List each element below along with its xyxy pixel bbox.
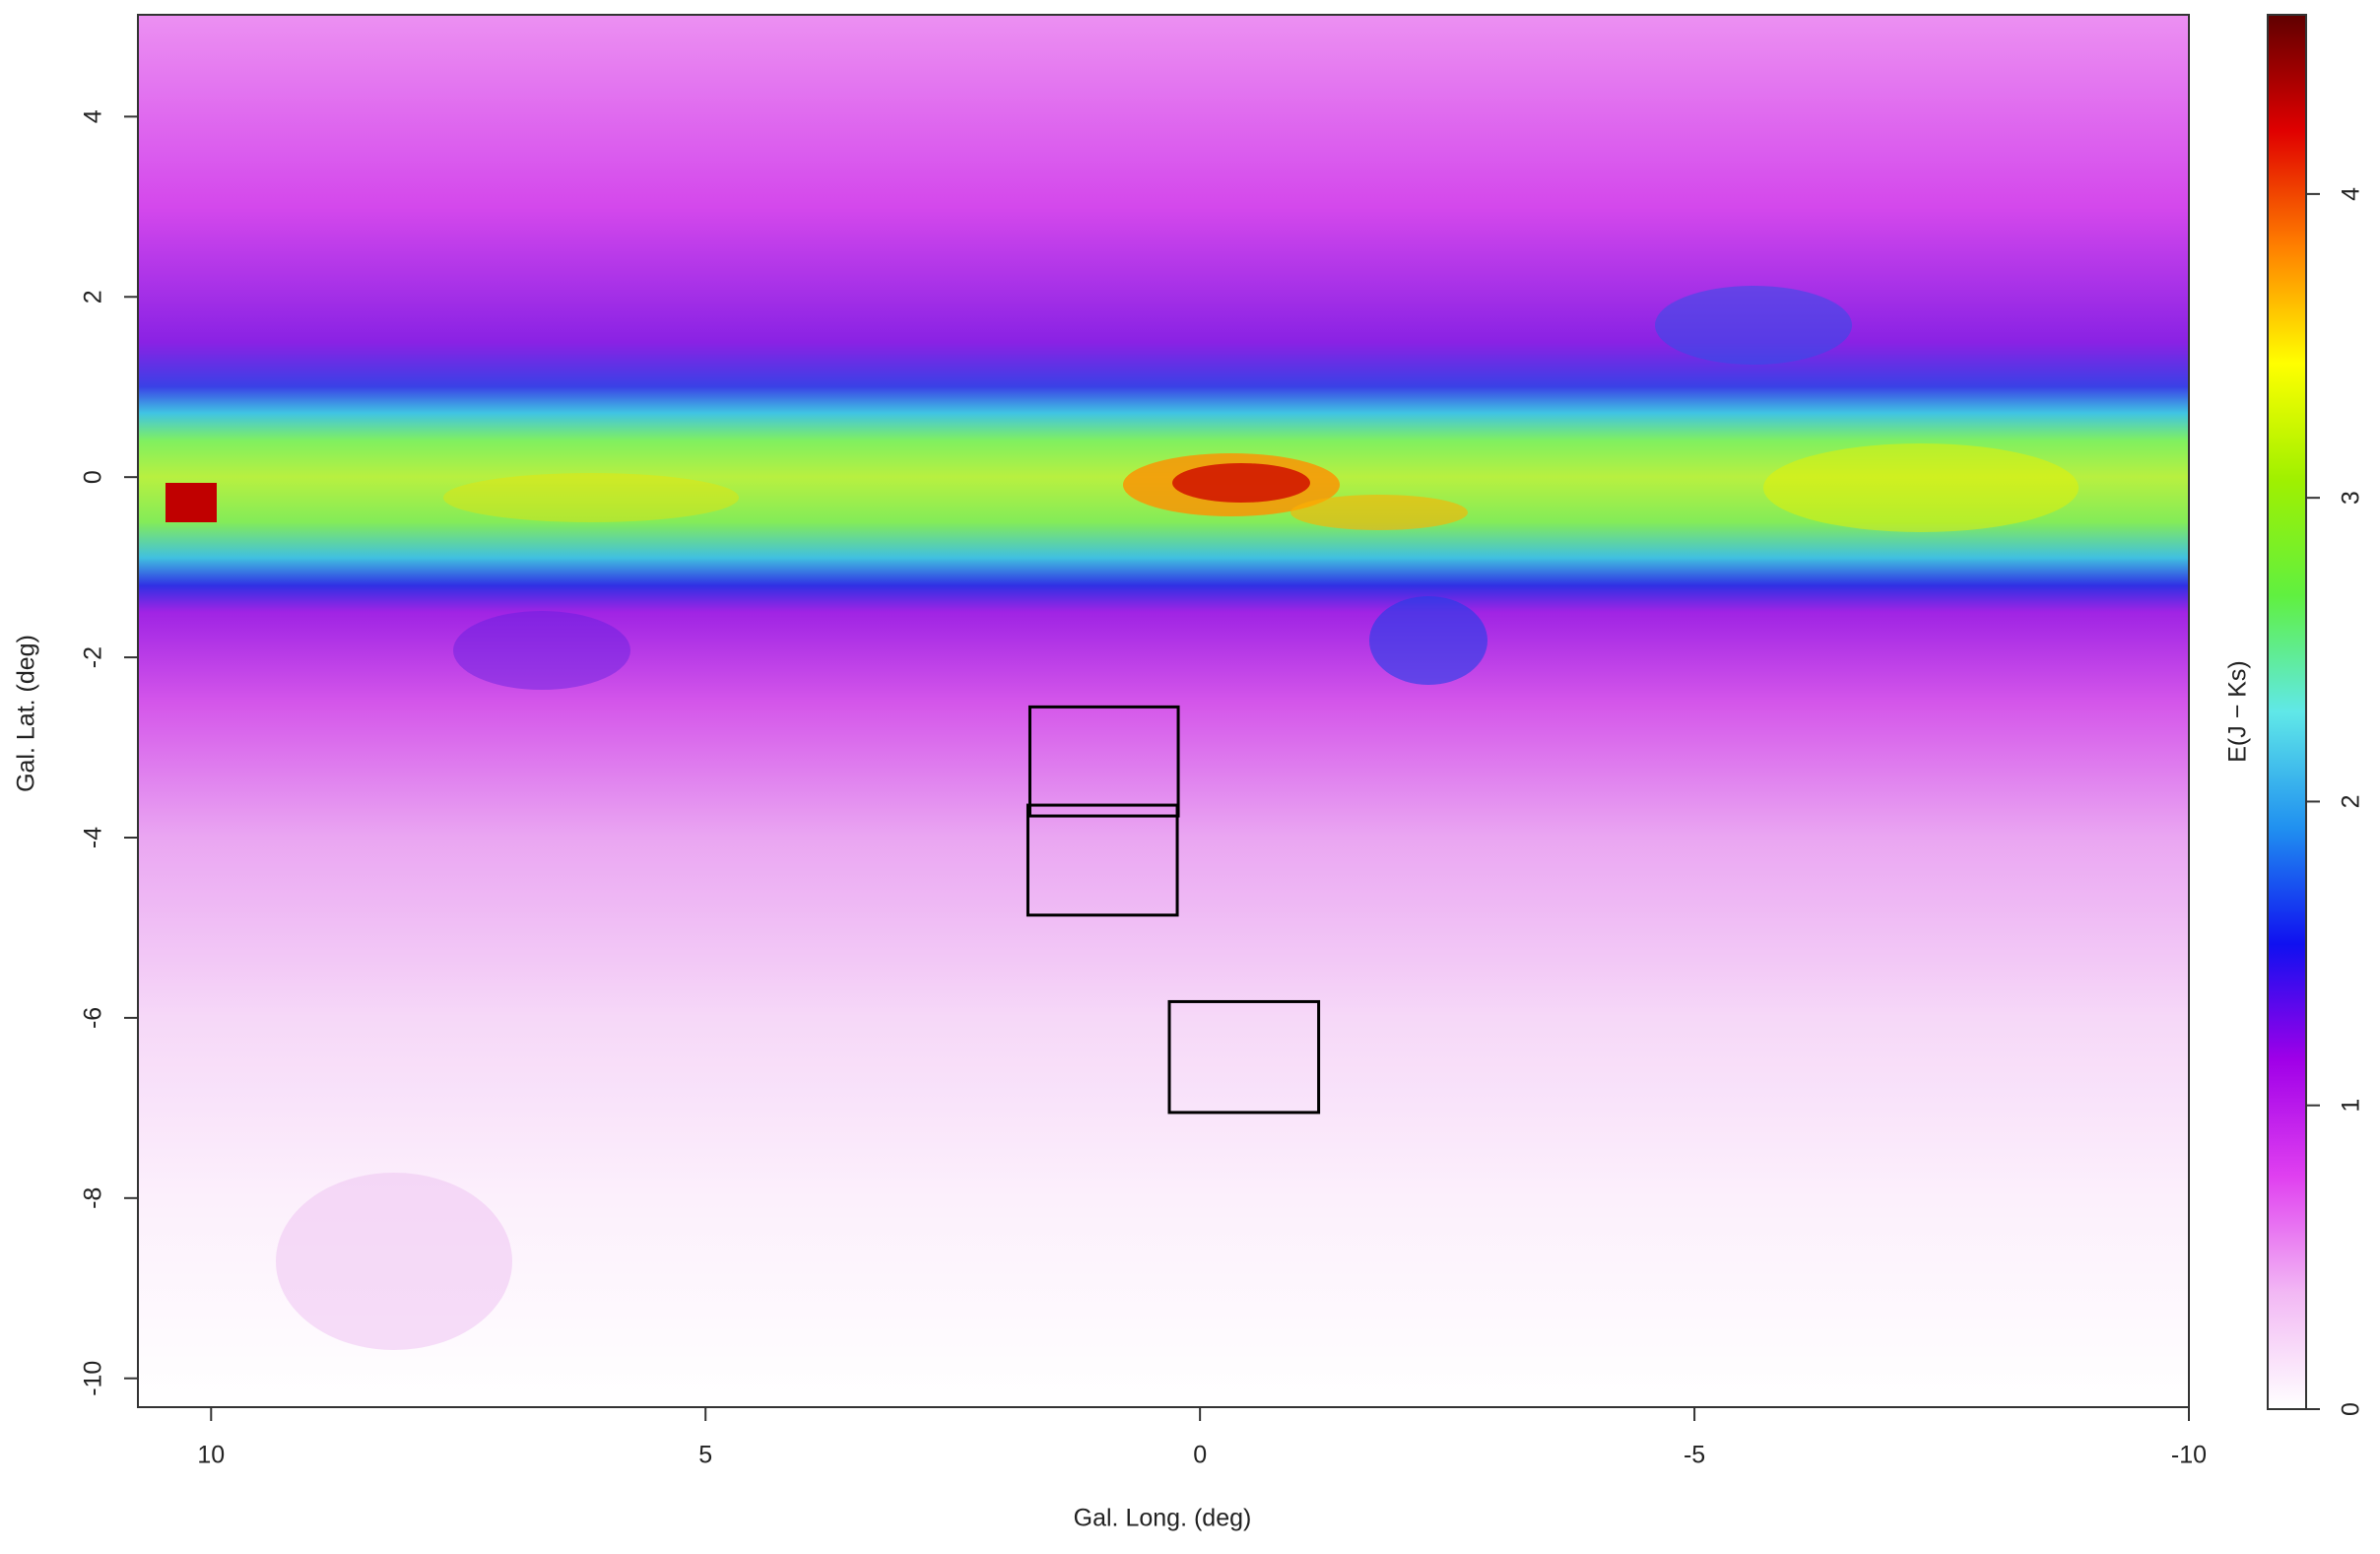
y-tick-label: -10 (80, 1361, 107, 1396)
colorbar (2267, 14, 2307, 1410)
map-background (138, 15, 2189, 1407)
y-tick-label: -2 (80, 646, 107, 668)
y-tick-label: 4 (80, 109, 107, 123)
y-tick-label: 0 (80, 470, 107, 484)
colorbar-tick-label: 3 (2338, 491, 2365, 505)
y-tick-label: -8 (80, 1187, 107, 1209)
x-tick-label: -5 (1684, 1442, 1705, 1469)
x-tick-label: 0 (1193, 1442, 1207, 1469)
map-feature (1763, 443, 2079, 532)
map-feature (1172, 463, 1310, 503)
x-tick-label: 5 (698, 1442, 712, 1469)
map-feature (1655, 286, 1852, 365)
y-tick-label: -6 (80, 1007, 107, 1029)
x-axis-label: Gal. Long. (deg) (1074, 1505, 1252, 1532)
x-tick-label: 10 (197, 1442, 225, 1469)
map-feature (1369, 596, 1488, 685)
x-tick-label: -10 (2171, 1442, 2207, 1469)
map-feature (1290, 495, 1468, 530)
plot-frame (137, 14, 2190, 1408)
map-feature (276, 1173, 512, 1350)
colorbar-tick-label: 2 (2338, 794, 2365, 808)
colorbar-tick-label: 0 (2338, 1402, 2365, 1416)
colorbar-tick-label: 4 (2338, 187, 2365, 201)
region-box (1025, 803, 1179, 917)
y-tick-label: 2 (80, 290, 107, 304)
y-tick-label: -4 (80, 827, 107, 848)
colorbar-tick-label: 1 (2338, 1099, 2365, 1113)
map-feature (443, 473, 739, 522)
extinction-map (138, 15, 2189, 1407)
map-feature (165, 483, 217, 522)
region-box (1027, 705, 1180, 818)
map-feature (453, 611, 630, 690)
region-box (1167, 999, 1321, 1115)
y-axis-label: Gal. Lat. (deg) (13, 635, 40, 792)
colorbar-label: E(J − Ks) (2224, 660, 2252, 763)
